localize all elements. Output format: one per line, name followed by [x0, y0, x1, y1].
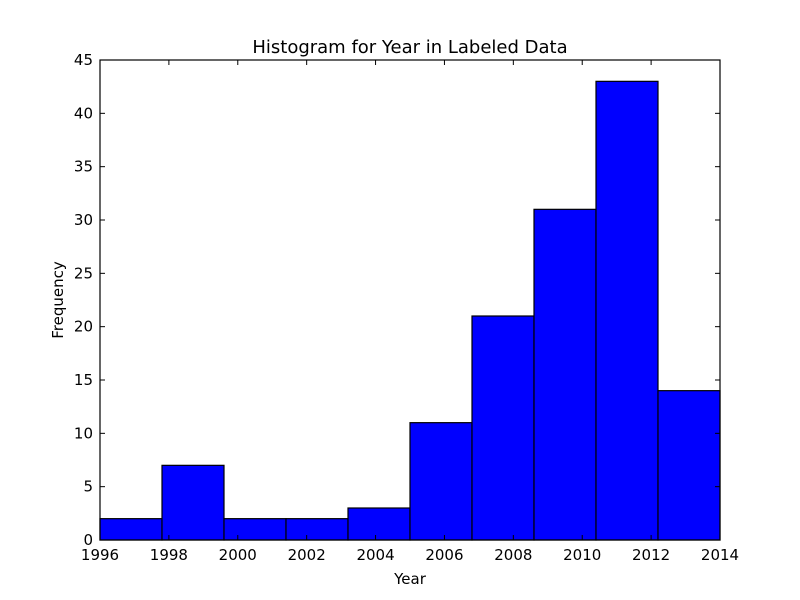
x-tick-label-2: 2000 — [219, 546, 257, 564]
x-tick-label-7: 2010 — [563, 546, 601, 564]
y-tick-label-7: 35 — [74, 158, 93, 176]
histogram-bar-3 — [285, 518, 349, 541]
x-axis-label: Year — [393, 570, 427, 588]
x-tick-label-0: 1996 — [81, 546, 119, 564]
y-tick-label-3: 15 — [74, 371, 93, 389]
y-tick-label-8: 40 — [74, 104, 93, 122]
y-tick-label-2: 10 — [74, 424, 93, 442]
histogram-bar-2 — [223, 518, 287, 541]
histogram-bar-7 — [533, 208, 597, 541]
bars-group — [99, 80, 721, 541]
x-tick-label-5: 2006 — [425, 546, 463, 564]
y-tick-label-5: 25 — [74, 264, 93, 282]
histogram-bar-5 — [409, 422, 473, 541]
y-tick-label-9: 45 — [74, 51, 93, 69]
y-tick-label-0: 0 — [83, 531, 93, 549]
y-tick-label-4: 20 — [74, 318, 93, 336]
histogram-bar-0 — [99, 518, 163, 541]
y-tick-label-6: 30 — [74, 211, 93, 229]
ticks-group: 1996 1998 2000 2002 2004 2006 2008 2010 2012 2014… — [74, 51, 739, 564]
histogram-bar-1 — [161, 464, 225, 541]
x-tick-label-1: 1998 — [150, 546, 188, 564]
x-tick-label-4: 2004 — [356, 546, 394, 564]
chart-title: Histogram for Year in Labeled Data — [252, 37, 567, 58]
x-tick-label-8: 2012 — [632, 546, 670, 564]
x-tick-label-3: 2002 — [288, 546, 326, 564]
histogram-bar-8 — [595, 80, 659, 541]
x-tick-label-9: 2014 — [701, 546, 739, 564]
y-tick-label-1: 5 — [83, 478, 93, 496]
plot-frame — [99, 59, 721, 541]
x-tick-label-6: 2008 — [494, 546, 532, 564]
y-axis-label: Frequency — [49, 261, 67, 339]
histogram-bar-6 — [471, 315, 535, 541]
histogram-bar-9 — [657, 390, 721, 541]
histogram-bar-4 — [347, 507, 411, 541]
